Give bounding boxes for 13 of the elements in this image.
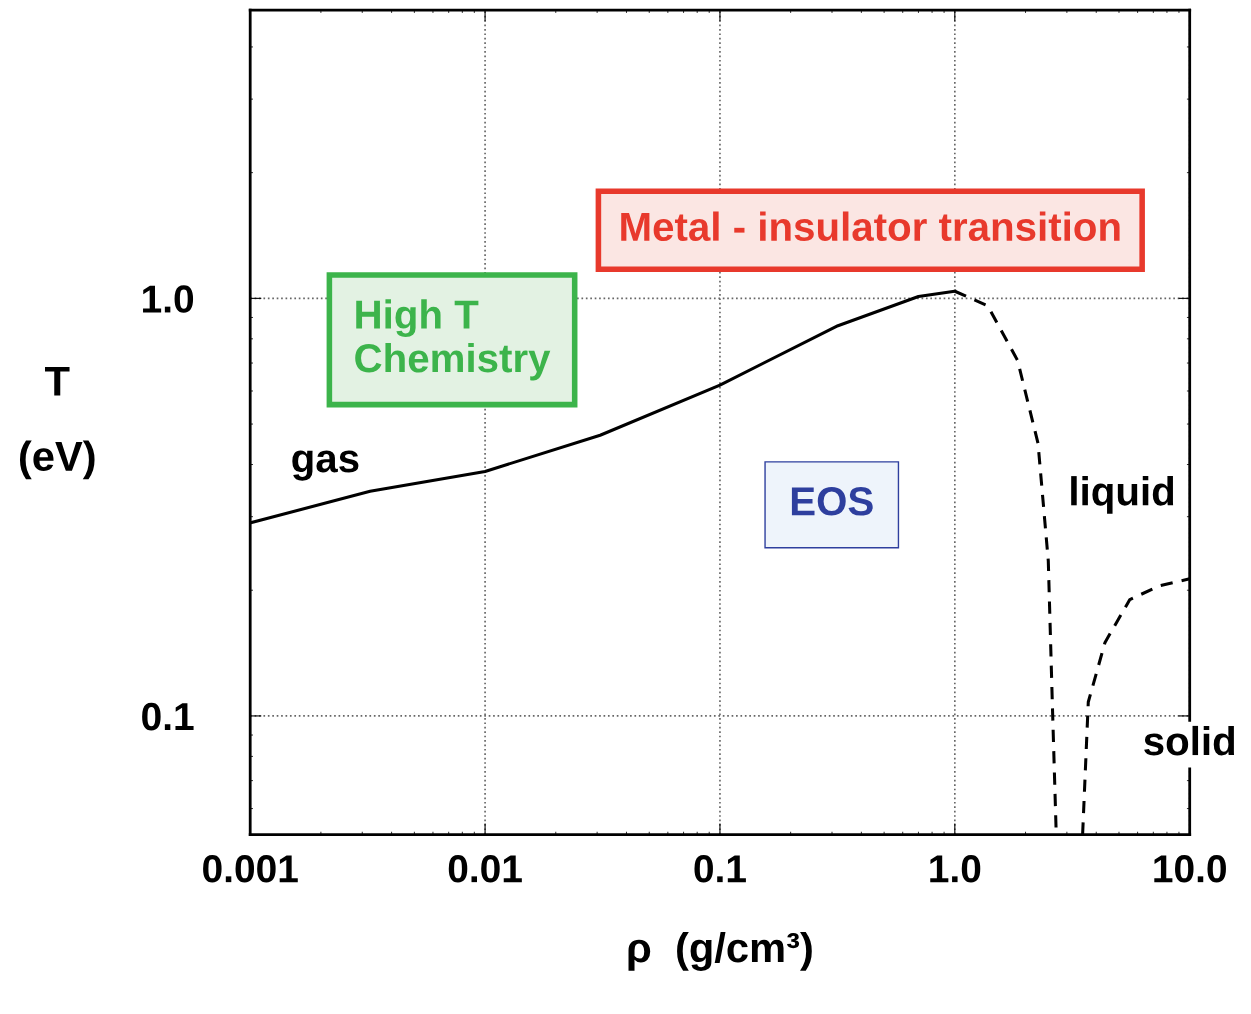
x-axis-title: ρ (g/cm³) [628, 931, 812, 971]
x-tick-label: 0.1 [694, 854, 746, 883]
annotation: EOS [791, 487, 873, 516]
x-tick-label: 0.001 [203, 854, 298, 883]
x-tick-label: 10.0 [1154, 854, 1226, 883]
annotation: Metal - insulator transition [621, 211, 1120, 242]
y-axis-title: T (eV) [19, 366, 95, 480]
annotation: liquid [1071, 476, 1174, 514]
annotation: gas [292, 450, 359, 481]
x-tick-label: 0.01 [448, 854, 522, 883]
annotation: High T Chemistry [355, 299, 551, 381]
x-tick-label: 1.0 [930, 854, 981, 883]
annotation: solid [1144, 725, 1235, 756]
